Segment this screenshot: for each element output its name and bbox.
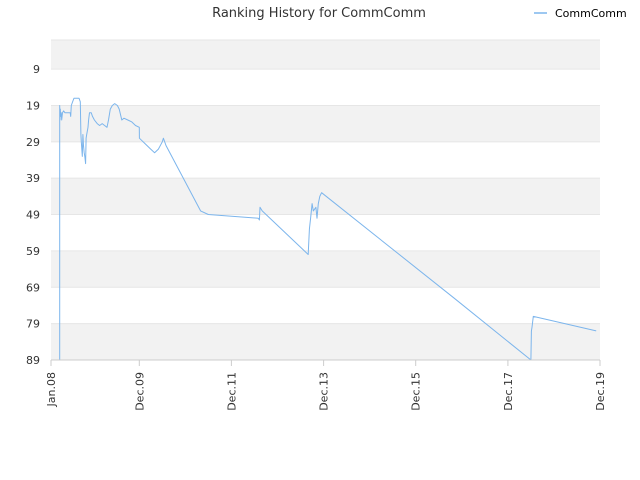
- x-tick-label: Dec.13: [318, 372, 331, 411]
- x-tick-label: Dec.19: [594, 372, 607, 411]
- y-tick-label: 89: [26, 354, 40, 367]
- series-layer: [59, 97, 597, 361]
- y-tick-label: 69: [26, 281, 40, 294]
- x-tick-label: Dec.11: [225, 372, 238, 411]
- plot-band: [51, 141, 600, 179]
- y-tick-label: 19: [26, 99, 40, 112]
- x-tick-label: Dec.17: [502, 372, 515, 411]
- gridlines: [51, 39, 600, 361]
- y-axis: 9 19 29 39 49 59 69 79 89: [26, 63, 40, 367]
- y-tick-label: 59: [26, 245, 40, 258]
- plot-band: [51, 105, 600, 142]
- plot-bands: [51, 40, 600, 360]
- y-tick-label: 79: [26, 318, 40, 331]
- x-tick-label: Jan.08: [45, 372, 58, 407]
- series-line-commcomm: [59, 97, 597, 361]
- plot-band: [51, 40, 600, 70]
- plot-band: [51, 214, 600, 251]
- legend-label[interactable]: CommComm: [555, 7, 627, 20]
- y-tick-label: 49: [26, 209, 40, 222]
- x-axis: Jan.08 Dec.09 Dec.11 Dec.13 Dec.15 Dec.17 Dec.…: [45, 359, 607, 411]
- x-tick-label: Dec.09: [133, 372, 146, 411]
- plot-band: [51, 287, 600, 324]
- y-tick-label: 29: [26, 136, 40, 149]
- plot-band: [51, 250, 600, 288]
- plot-band: [51, 69, 600, 106]
- plot-band: [51, 323, 600, 360]
- y-tick-label: 9: [33, 63, 40, 76]
- chart-title: Ranking History for CommComm: [212, 6, 426, 21]
- legend[interactable]: CommComm: [534, 7, 627, 20]
- y-tick-label: 39: [26, 172, 40, 185]
- x-tick-label: Dec.15: [410, 372, 423, 411]
